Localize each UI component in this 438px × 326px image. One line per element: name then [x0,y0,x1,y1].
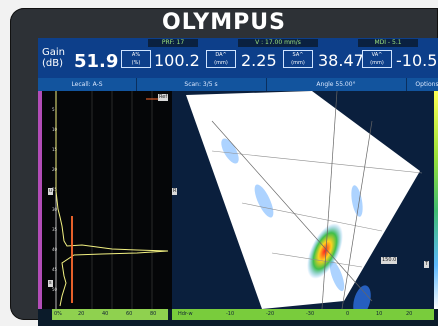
s-tick-4: 0 [346,311,350,317]
amplitude-label: A% (%) [121,50,151,68]
instrument-screen: PRF: 17 V : 17.00 mm/s MDI - 5.1 Gain (d… [38,38,438,326]
brand-logo: OLYMPUS [162,10,286,35]
tab-scan[interactable]: Scan: 3/5 s [136,78,267,91]
sector-scan-view[interactable]: R T 150.0 [172,91,434,309]
velocity-status: V : 17.00 mm/s [238,39,318,47]
view-tabs: Lecall: A-S Scan: 3/5 s Angle 55.00° Opt… [38,78,438,91]
instrument-body: OLYMPUS PRF: 17 V : 17.00 mm/s MDI - 5.1… [10,8,438,326]
svg-text:5: 5 [52,107,55,112]
tab-leg-a-scan[interactable]: Lecall: A-S [38,78,137,91]
a-scan-view[interactable]: 5 10 15 20 25 30 35 40 45 50 Ref u s [42,91,172,309]
svg-text:45: 45 [52,267,58,272]
s-tick-6: 20 [406,311,413,317]
soundpath-value: 38.47 [318,51,364,70]
gain-label-text: Gain (dB) [42,47,65,69]
svg-text:30: 30 [52,207,58,212]
soundpath-label-text: SA^ (mm) [291,52,305,66]
svg-text:35: 35 [52,227,58,232]
svg-text:25: 25 [52,187,58,192]
svg-text:10: 10 [52,127,58,132]
s-tick-2: -20 [266,311,275,317]
s-tick-3: -30 [306,311,315,317]
prf-status: PRF: 17 [148,39,198,47]
s-tick-1: -10 [226,311,235,317]
depth-value: 2.25 [241,51,277,70]
s-marker: s [48,280,53,287]
u-marker: u [48,188,54,195]
svg-text:15: 15 [52,147,58,152]
tab-options[interactable]: Options [406,78,438,91]
gain-value[interactable]: 51.9 [74,51,119,72]
volumetric-label-text: VA^ (mm) [370,52,384,66]
a-tick-3: 60 [126,311,133,317]
a-scan-plot: 5 10 15 20 25 30 35 40 45 50 [52,91,169,309]
reference-flag: Ref [158,94,169,101]
amplitude-axis: 0% 20 40 60 80 [52,309,168,320]
r-flag: R [172,188,178,195]
amplitude-value: 100.2 [154,51,200,70]
color-scale [434,91,438,309]
volumetric-label: VA^ (mm) [362,50,392,68]
depth-label-text: DA^ (mm) [214,52,228,66]
tab-angle[interactable]: Angle 55.00° [266,78,407,91]
a-tick-0: 0% [54,311,62,317]
amplitude-label-text: A% (%) [131,52,141,66]
sector-plot [186,91,423,309]
scan-axis: Hdr-w -10 -20 -30 0 10 20 [172,309,434,320]
svg-text:40: 40 [52,247,58,252]
readings-bar: PRF: 17 V : 17.00 mm/s MDI - 5.1 Gain (d… [38,38,438,78]
svg-text:50: 50 [52,287,58,292]
t-flag: T [424,261,430,268]
s-tick-0: Hdr-w [178,311,193,317]
s-tick-5: 10 [376,311,383,317]
a-tick-2: 40 [102,311,109,317]
a-tick-1: 20 [78,311,85,317]
depth-label: DA^ (mm) [206,50,236,68]
range-flag: 150.0 [381,257,398,264]
gain-label: Gain (dB) [42,47,65,69]
a-tick-4: 80 [150,311,157,317]
soundpath-label: SA^ (mm) [283,50,313,68]
mode-status: MDI - 5.1 [358,39,418,47]
svg-text:20: 20 [52,167,58,172]
volumetric-value: -10.54 [396,51,438,70]
